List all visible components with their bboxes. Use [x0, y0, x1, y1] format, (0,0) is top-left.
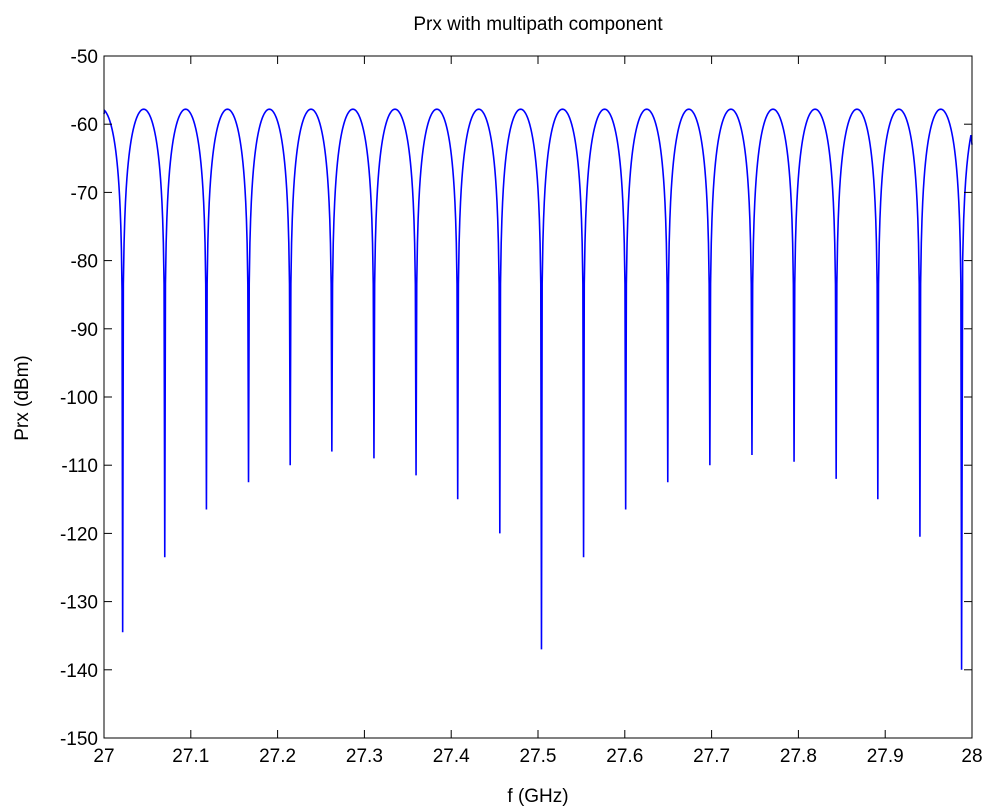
y-tick-label: -140 — [60, 661, 98, 682]
y-tick-label: -50 — [71, 47, 98, 68]
y-tick-label: -100 — [60, 388, 98, 409]
x-axis-ticks: 27 27.1 27.2 27.3 27.4 27.5 27.6 27.7 27.8 27.9 28 — [93, 56, 983, 767]
x-tick-label: 27.2 — [259, 746, 296, 767]
series-line — [103, 108, 973, 670]
y-tick-label: -60 — [71, 115, 98, 136]
chart-title: Prx with multipath component — [413, 14, 663, 35]
x-tick-label: 28 — [961, 746, 982, 767]
y-axis-ticks: -50 -60 -70 -80 -90 -100 -110 -120 -130 -140 -150 — [60, 47, 972, 750]
x-tick-label: 27.1 — [172, 746, 209, 767]
y-tick-label: -90 — [71, 320, 98, 341]
x-tick-label: 27.3 — [346, 746, 383, 767]
x-tick-label: 27.8 — [780, 746, 817, 767]
x-tick-label: 27 — [93, 746, 114, 767]
y-tick-label: -80 — [71, 252, 98, 273]
y-tick-label: -70 — [71, 183, 98, 204]
x-axis-label: f (GHz) — [507, 786, 568, 807]
x-tick-label: 27.5 — [520, 746, 557, 767]
x-tick-label: 27.6 — [606, 746, 643, 767]
y-tick-label: -120 — [60, 524, 98, 545]
y-tick-label: -110 — [61, 456, 98, 477]
x-tick-label: 27.9 — [867, 746, 904, 767]
y-tick-label: -130 — [60, 593, 98, 614]
y-axis-label: Prx (dBm) — [12, 355, 33, 441]
x-tick-label: 27.4 — [433, 746, 470, 767]
plot-area — [103, 108, 973, 670]
x-tick-label: 27.7 — [693, 746, 730, 767]
y-tick-label: -150 — [60, 729, 98, 750]
